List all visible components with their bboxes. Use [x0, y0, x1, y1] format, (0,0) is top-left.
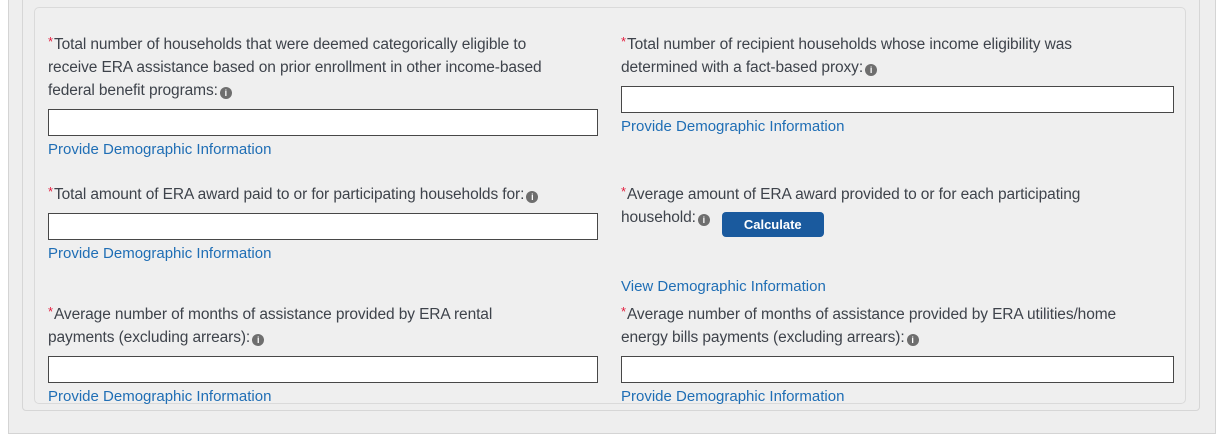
required-asterisk: *	[621, 34, 626, 49]
categorically-eligible-input[interactable]	[48, 109, 598, 136]
field-label: *Total number of recipient households wh…	[621, 30, 1174, 79]
field-label-text: Total amount of ERA award paid to or for…	[53, 186, 525, 203]
avg-months-rental-input[interactable]	[48, 356, 598, 383]
calculate-button[interactable]: Calculate	[721, 212, 824, 237]
avg-months-utilities-input[interactable]	[621, 356, 1174, 383]
field-label-text: Average number of months of assistance p…	[621, 306, 1117, 346]
info-icon[interactable]: i	[697, 214, 710, 226]
provide-demographic-link[interactable]: Provide Demographic Information	[48, 245, 272, 262]
provide-demographic-link[interactable]: Provide Demographic Information	[621, 388, 845, 405]
field-label: *Average number of months of assistance …	[48, 300, 598, 349]
required-asterisk: *	[621, 184, 626, 199]
provide-demographic-link[interactable]: Provide Demographic Information	[48, 141, 272, 158]
field-label: *Total number of households that were de…	[48, 30, 598, 102]
required-asterisk: *	[621, 304, 626, 319]
field-total-award-paid: *Total amount of ERA award paid to or fo…	[48, 180, 598, 300]
fact-based-proxy-input[interactable]	[621, 86, 1174, 113]
field-label-text: Average number of months of assistance p…	[48, 306, 493, 346]
info-icon[interactable]: i	[526, 191, 539, 203]
field-label: *Average amount of ERA award provided to…	[621, 180, 1174, 237]
provide-demographic-link[interactable]: Provide Demographic Information	[48, 388, 272, 405]
provide-demographic-link[interactable]: Provide Demographic Information	[621, 118, 845, 135]
field-categorically-eligible: *Total number of households that were de…	[48, 30, 598, 180]
field-label: *Total amount of ERA award paid to or fo…	[48, 180, 598, 206]
required-asterisk: *	[48, 304, 53, 319]
info-icon[interactable]: i	[252, 334, 265, 346]
view-demographic-link[interactable]: View Demographic Information	[621, 278, 826, 295]
field-fact-based-proxy: *Total number of recipient households wh…	[621, 30, 1174, 180]
field-label-text: Total number of households that were dee…	[48, 36, 542, 99]
required-asterisk: *	[48, 34, 53, 49]
info-icon[interactable]: i	[219, 87, 232, 99]
total-award-paid-input[interactable]	[48, 213, 598, 240]
field-avg-months-utilities: *Average number of months of assistance …	[621, 300, 1174, 406]
field-label: *Average number of months of assistance …	[621, 300, 1174, 349]
era-report-form-panel: *Total number of households that were de…	[34, 7, 1186, 406]
field-average-award: *Average amount of ERA award provided to…	[621, 180, 1174, 300]
required-asterisk: *	[48, 184, 53, 199]
info-icon[interactable]: i	[906, 334, 919, 346]
field-avg-months-rental: *Average number of months of assistance …	[48, 300, 598, 406]
form-grid: *Total number of households that were de…	[35, 8, 1185, 406]
info-icon[interactable]: i	[865, 64, 878, 76]
field-label-text: Average amount of ERA award provided to …	[621, 186, 1081, 226]
field-label-text: Total number of recipient households who…	[621, 36, 1072, 76]
